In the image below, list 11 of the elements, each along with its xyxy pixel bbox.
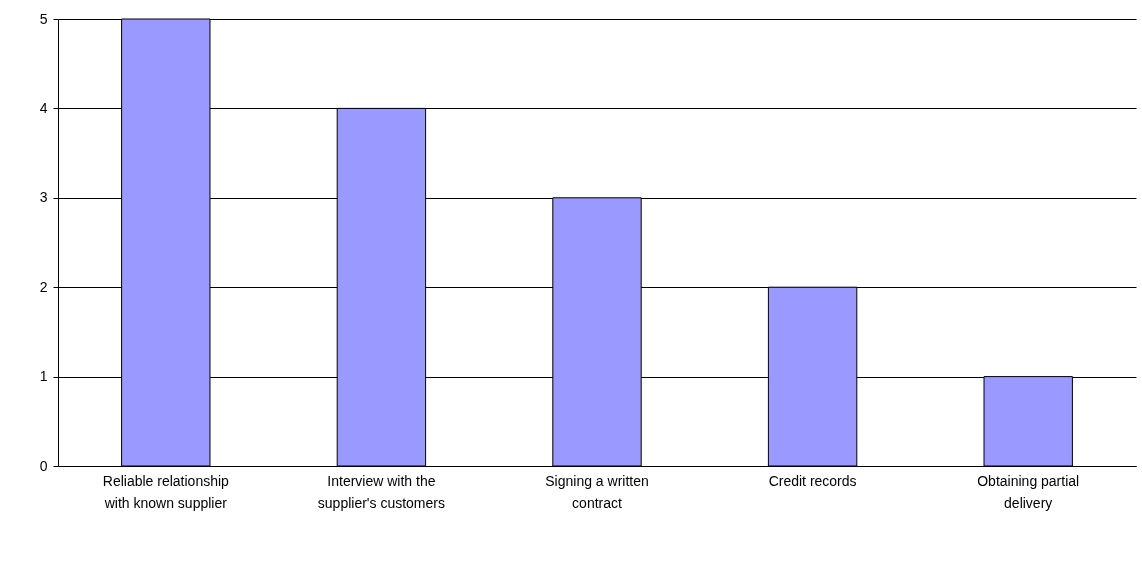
y-tick-label: 2 (39, 278, 48, 295)
x-tick-label: Interview with the supplier's customers (317, 472, 445, 511)
x-tick-label: Credit records (768, 472, 857, 489)
x-tick-label: Signing a written contract (545, 472, 649, 511)
y-tick-label: 4 (39, 99, 48, 116)
x-tick-label: Reliable relationship with known supplier (102, 472, 230, 511)
x-tick-label: Obtaining partial delivery (977, 472, 1080, 511)
y-tick-label: 0 (39, 457, 48, 474)
y-tick-label: 1 (39, 368, 48, 385)
y-tick-label: 5 (39, 10, 48, 27)
y-tick-label: 3 (39, 189, 48, 206)
